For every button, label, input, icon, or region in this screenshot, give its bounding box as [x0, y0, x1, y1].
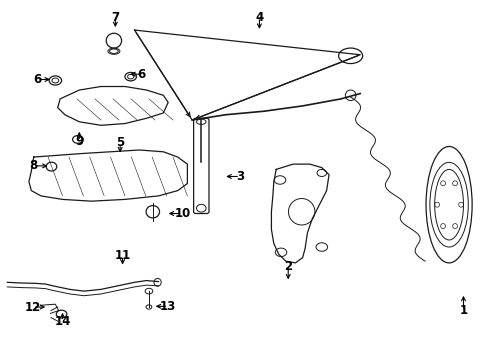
- Text: 6: 6: [138, 68, 146, 81]
- Text: 1: 1: [460, 304, 467, 317]
- Text: 8: 8: [29, 159, 38, 172]
- Text: 10: 10: [174, 207, 191, 220]
- Text: 9: 9: [75, 135, 83, 148]
- Text: 13: 13: [160, 300, 176, 313]
- Text: 2: 2: [284, 260, 292, 273]
- Text: 5: 5: [116, 136, 124, 149]
- Text: 11: 11: [115, 249, 131, 262]
- Text: 4: 4: [255, 10, 264, 23]
- Text: 14: 14: [54, 315, 71, 328]
- Text: 7: 7: [111, 10, 120, 23]
- Text: 6: 6: [33, 73, 42, 86]
- Text: 12: 12: [24, 301, 41, 314]
- Text: 3: 3: [236, 170, 244, 183]
